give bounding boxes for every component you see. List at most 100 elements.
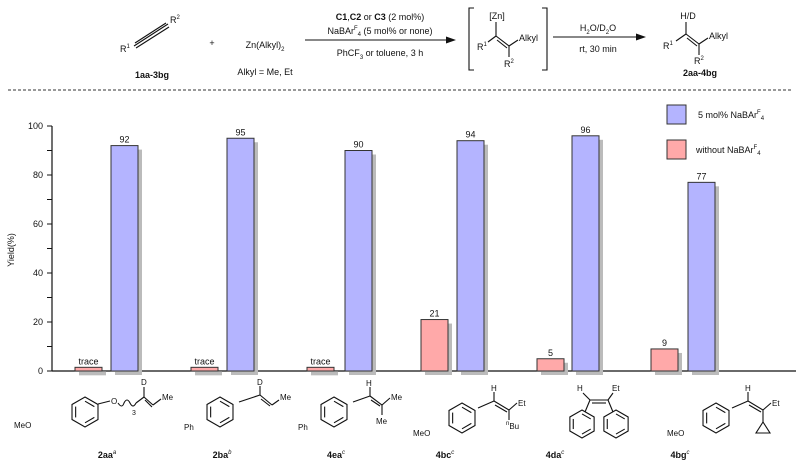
y-tick-label: 20 [33,317,43,327]
svg-text:Et: Et [612,384,620,393]
quench-reagent: H2O/D2O [580,23,616,36]
svg-text:[Zn]: [Zn] [489,11,505,21]
data-label: 94 [465,130,475,140]
svg-text:Me: Me [391,393,403,402]
bar-with-additive-4bg [687,181,716,372]
solvent-conditions: PhCF3 or toluene, 3 h [337,48,423,61]
svg-text:R1: R1 [477,42,488,52]
benzene-ring [702,402,730,434]
additive-conditions: NaBArF4 (5 mol% or none) [327,26,432,38]
bar-with-additive-4da [571,135,600,372]
r2-label: R2 [170,15,181,25]
alkyne-substrate: R1 R2 1aa-3bg [120,15,181,80]
data-label: 95 [235,127,245,137]
svg-text:H/D: H/D [680,11,696,21]
svg-text:H: H [745,384,751,393]
bar-with-additive-4ea [344,150,373,372]
compound-label-2aa: 2aaa [98,450,117,460]
svg-text:D: D [141,378,147,387]
structure-4da: H Et [577,384,620,413]
legend: 5 mol% NaBArF4 without NaBArF4 [666,104,765,160]
structure-4bc: MeO H Et nBu [413,384,526,438]
bar-without-additive-4bc [420,319,449,372]
svg-text:Et: Et [772,399,780,408]
svg-text:H: H [366,379,372,388]
bar-without-additive-2aa [74,366,103,372]
svg-text:Ph: Ph [184,423,194,432]
bar-with-additive-2ba [226,137,255,372]
product: H/D R1 Alkyl R2 2aa-4bg [663,11,728,78]
benzene-ring [603,409,629,439]
zinc-intermediate: [Zn] R1 Alkyl R2 [468,7,548,71]
legend-label-with-additive: 5 mol% NaBArF4 [698,110,765,122]
alkyl-note: Alkyl = Me, Et [237,67,293,77]
svg-text:Me: Me [162,393,174,402]
compound-label-4bc: 4bcc [436,450,455,460]
svg-text:MeO: MeO [667,429,684,438]
zinc-reagent: Zn(Alkyl)2 Alkyl = Me, Et [237,40,293,77]
compound-labels: 2aaa 2bab 4eac 4bcc 4dac 4bgc [98,450,690,460]
svg-text:R2: R2 [504,59,515,69]
structure-4ea: Ph H Me Me [298,379,403,432]
svg-text:D: D [257,378,263,387]
svg-text:MeO: MeO [413,429,430,438]
y-tick-label: 100 [28,121,43,131]
cyclopropyl-ring [754,420,772,434]
svg-text:Me: Me [280,393,292,402]
structure-2ba: Ph D Me [184,378,292,432]
benzene-ring [448,402,476,434]
svg-text:nBu: nBu [506,421,519,431]
benzene-ring [320,396,348,428]
bar-shadow [311,371,338,376]
bar-shadow [195,371,222,376]
legend-label-without-additive: without NaBArF4 [695,145,761,157]
svg-text:R1: R1 [663,41,674,51]
y-tick-label: 80 [33,170,43,180]
data-label: 21 [429,309,439,319]
benzene-ring [569,409,595,439]
r1-label: R1 [120,44,131,54]
data-label: 92 [119,135,129,145]
structure-2aa: MeO O 3 D Me [14,378,174,430]
y-axis-label: Yield(%) [6,233,16,267]
bars: trace trace trace 21 5 9 92 95 90 94 96 77 [74,125,719,376]
compound-label-4da: 4dac [546,450,565,460]
product-label: 2aa-4bg [683,68,717,78]
plus-sign: + [209,38,214,48]
benzene-ring [206,396,234,428]
data-label: 5 [548,348,553,358]
compound-label-2ba: 2bab [213,450,233,460]
svg-text:Me: Me [376,417,388,426]
product-structures: MeO O 3 D Me Ph D Me Ph H Me [14,378,780,460]
compound-label-4ea: 4eac [327,450,345,460]
svg-text:Alkyl: Alkyl [519,33,538,43]
catalyst-conditions: C1,C2 or C3 (2 mol%) [336,12,425,22]
legend-swatch-with-additive [666,104,687,125]
bar-with-additive-2aa [110,145,139,372]
legend-swatch-without-additive [666,139,687,160]
svg-text:3: 3 [132,410,136,417]
data-label: trace [310,356,330,366]
svg-text:Et: Et [518,399,526,408]
y-tick-label: 40 [33,268,43,278]
data-label: 90 [353,140,363,150]
step1-arrow: C1,C2 or C3 (2 mol%) NaBArF4 (5 mol% or … [305,12,456,61]
svg-text:O: O [111,397,117,406]
quench-conditions: rt, 30 min [579,44,617,54]
data-label: 9 [662,338,667,348]
step2-arrow: H2O/D2O rt, 30 min [553,23,646,54]
y-tick-label: 0 [38,366,43,376]
svg-text:Zn(Alkyl)2: Zn(Alkyl)2 [246,40,286,53]
data-label: trace [194,356,214,366]
bar-without-additive-4bg [650,348,679,372]
svg-text:Alkyl: Alkyl [709,31,728,41]
bar-without-additive-4ea [306,366,335,372]
bar-without-additive-2ba [190,366,219,372]
bar-without-additive-4da [536,358,565,372]
svg-text:MeO: MeO [14,421,31,430]
y-tick-label: 60 [33,219,43,229]
reaction-scheme: R1 R2 1aa-3bg + Zn(Alkyl)2 Alkyl = Me, E… [120,7,728,80]
data-label: trace [78,356,98,366]
bar-shadow [79,371,106,376]
